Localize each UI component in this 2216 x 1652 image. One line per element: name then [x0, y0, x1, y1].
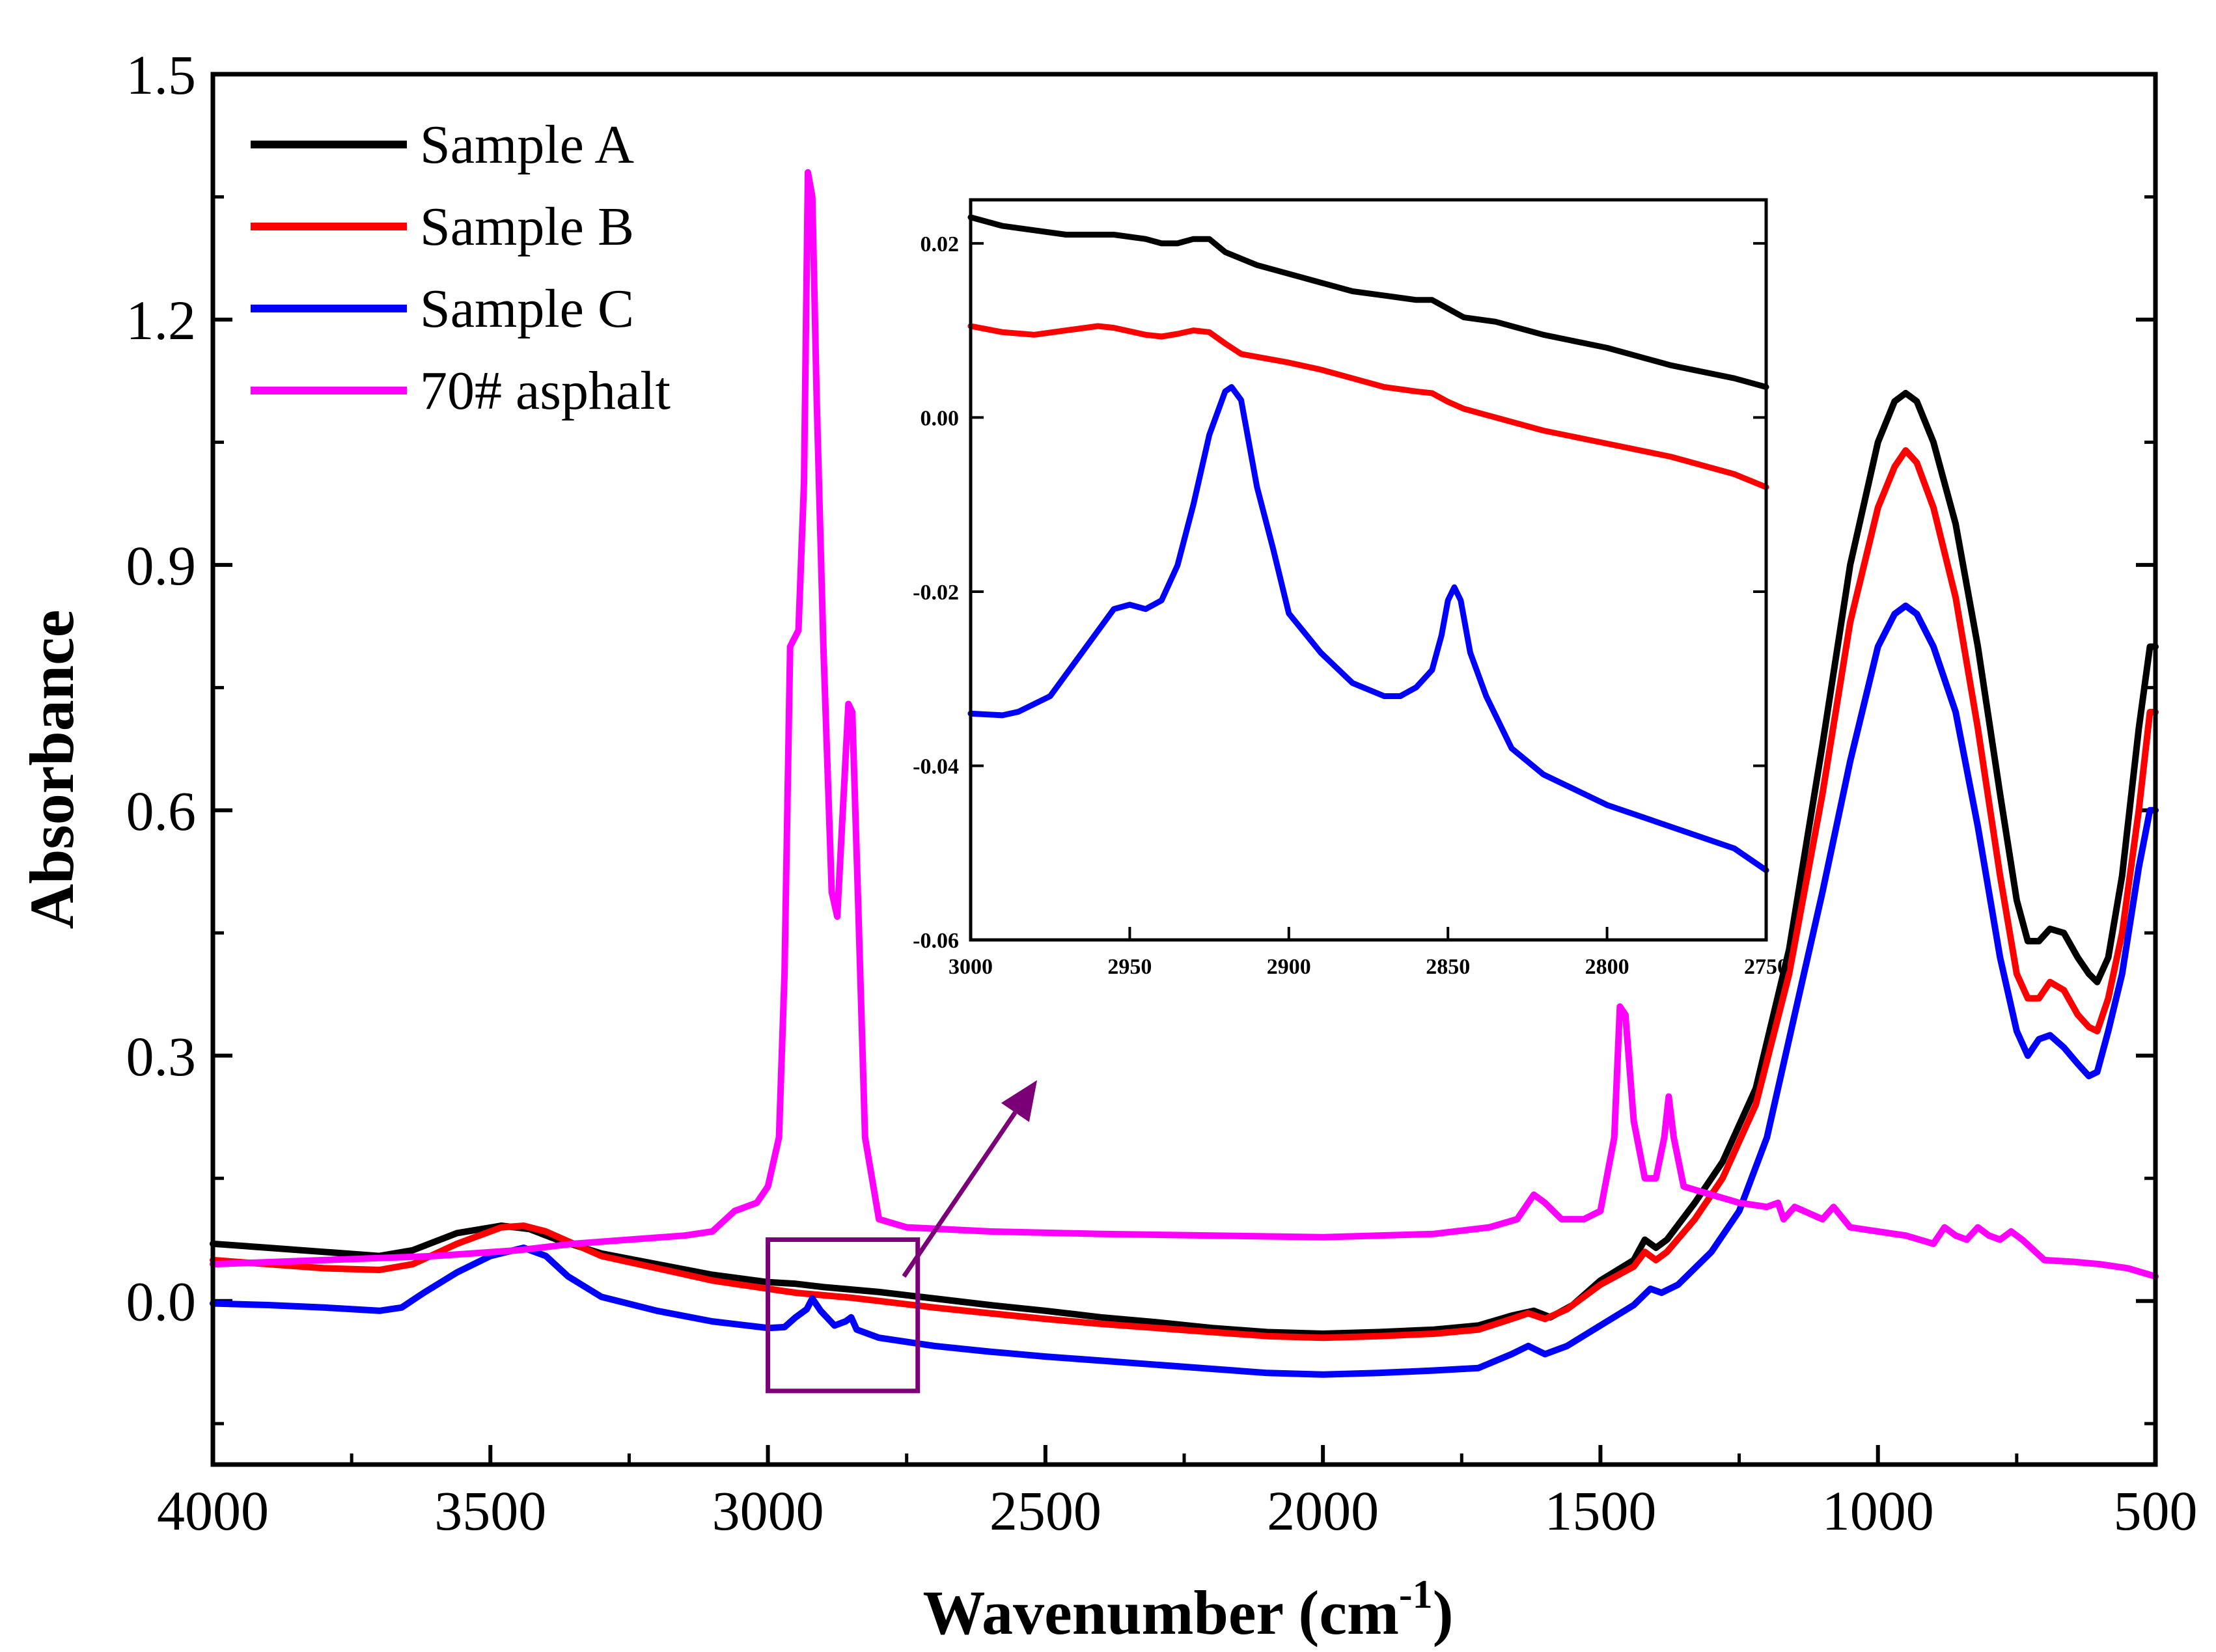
inset-tick-labels: 3000 2950 2900 2850 2800 2750 0.02 0.00 -0.02 -0.…: [913, 232, 1788, 979]
inset-x-tick-label: 3000: [949, 955, 993, 979]
y-tick-label: 0.9: [126, 534, 197, 597]
main-series-group: [210, 169, 2159, 1378]
inset-y-tick-label: -0.06: [913, 929, 959, 953]
x-axis-title-superscript: -1: [1399, 1573, 1433, 1617]
inset-line-sample-c: [967, 384, 1769, 874]
inset-background: [971, 200, 1766, 940]
inset-line-sample-b: [967, 323, 1769, 490]
x-tick-label: 4000: [157, 1480, 269, 1542]
inset-line-sample-a: [967, 214, 1769, 391]
x-tick-label: 2000: [1267, 1480, 1379, 1542]
inset-x-tick-label: 2750: [1744, 955, 1788, 979]
legend-label: Sample B: [420, 197, 634, 257]
y-tick-label: 1.2: [126, 289, 197, 351]
inset-x-tick-label: 2850: [1426, 955, 1470, 979]
main-plot-frame: [210, 72, 2158, 1467]
x-tick-label: 1500: [1544, 1480, 1656, 1542]
x-tick-label: 1000: [1822, 1480, 1934, 1542]
x-tick-label: 2500: [990, 1480, 1101, 1542]
y-axis-title: Absorbance: [17, 610, 87, 929]
zoom-region-box: [766, 1237, 921, 1394]
y-tick-label: 1.5: [126, 44, 197, 106]
series-line-70-asphalt: [210, 169, 2159, 1280]
inset-y-tick-label: 0.02: [921, 232, 960, 256]
main-tick-labels: 4000 3500 3000 2500 2000 1500 1000 500 0.0 0.3 0.6…: [126, 44, 2198, 1542]
x-tick-label: 500: [2114, 1480, 2198, 1542]
inset-series-group: [967, 214, 1769, 874]
inset-x-tick-label: 2950: [1107, 955, 1152, 979]
inset-x-tick-label: 2800: [1585, 955, 1629, 979]
x-axis-title-close: ): [1433, 1578, 1454, 1647]
legend: Sample A Sample B Sample C 70# asphalt: [251, 115, 671, 421]
inset-x-tick-label: 2900: [1267, 955, 1311, 979]
series-line-sample-c: [210, 602, 2159, 1378]
zoom-arrowhead: [1001, 1080, 1038, 1122]
inset-y-tick-label: 0.00: [921, 406, 960, 430]
inset-y-tick-label: -0.02: [913, 581, 959, 605]
legend-label: 70# asphalt: [420, 361, 671, 421]
zoom-arrow: [902, 1111, 1018, 1278]
x-axis-title: Wavenumber (cm-1): [922, 1573, 1453, 1647]
legend-label: Sample C: [420, 279, 634, 339]
y-tick-label: 0.6: [126, 780, 197, 842]
y-tick-label: 0.3: [126, 1025, 197, 1088]
x-tick-label: 3000: [712, 1480, 824, 1542]
series-line-sample-b: [210, 447, 2159, 1342]
x-axis-title-main: Wavenumber (cm: [922, 1578, 1398, 1647]
y-tick-label: 0.0: [126, 1271, 197, 1333]
inset-plot-frame: [969, 198, 1768, 942]
x-tick-label: 3500: [434, 1480, 546, 1542]
legend-label: Sample A: [420, 115, 634, 175]
inset-y-tick-label: -0.04: [913, 754, 959, 778]
